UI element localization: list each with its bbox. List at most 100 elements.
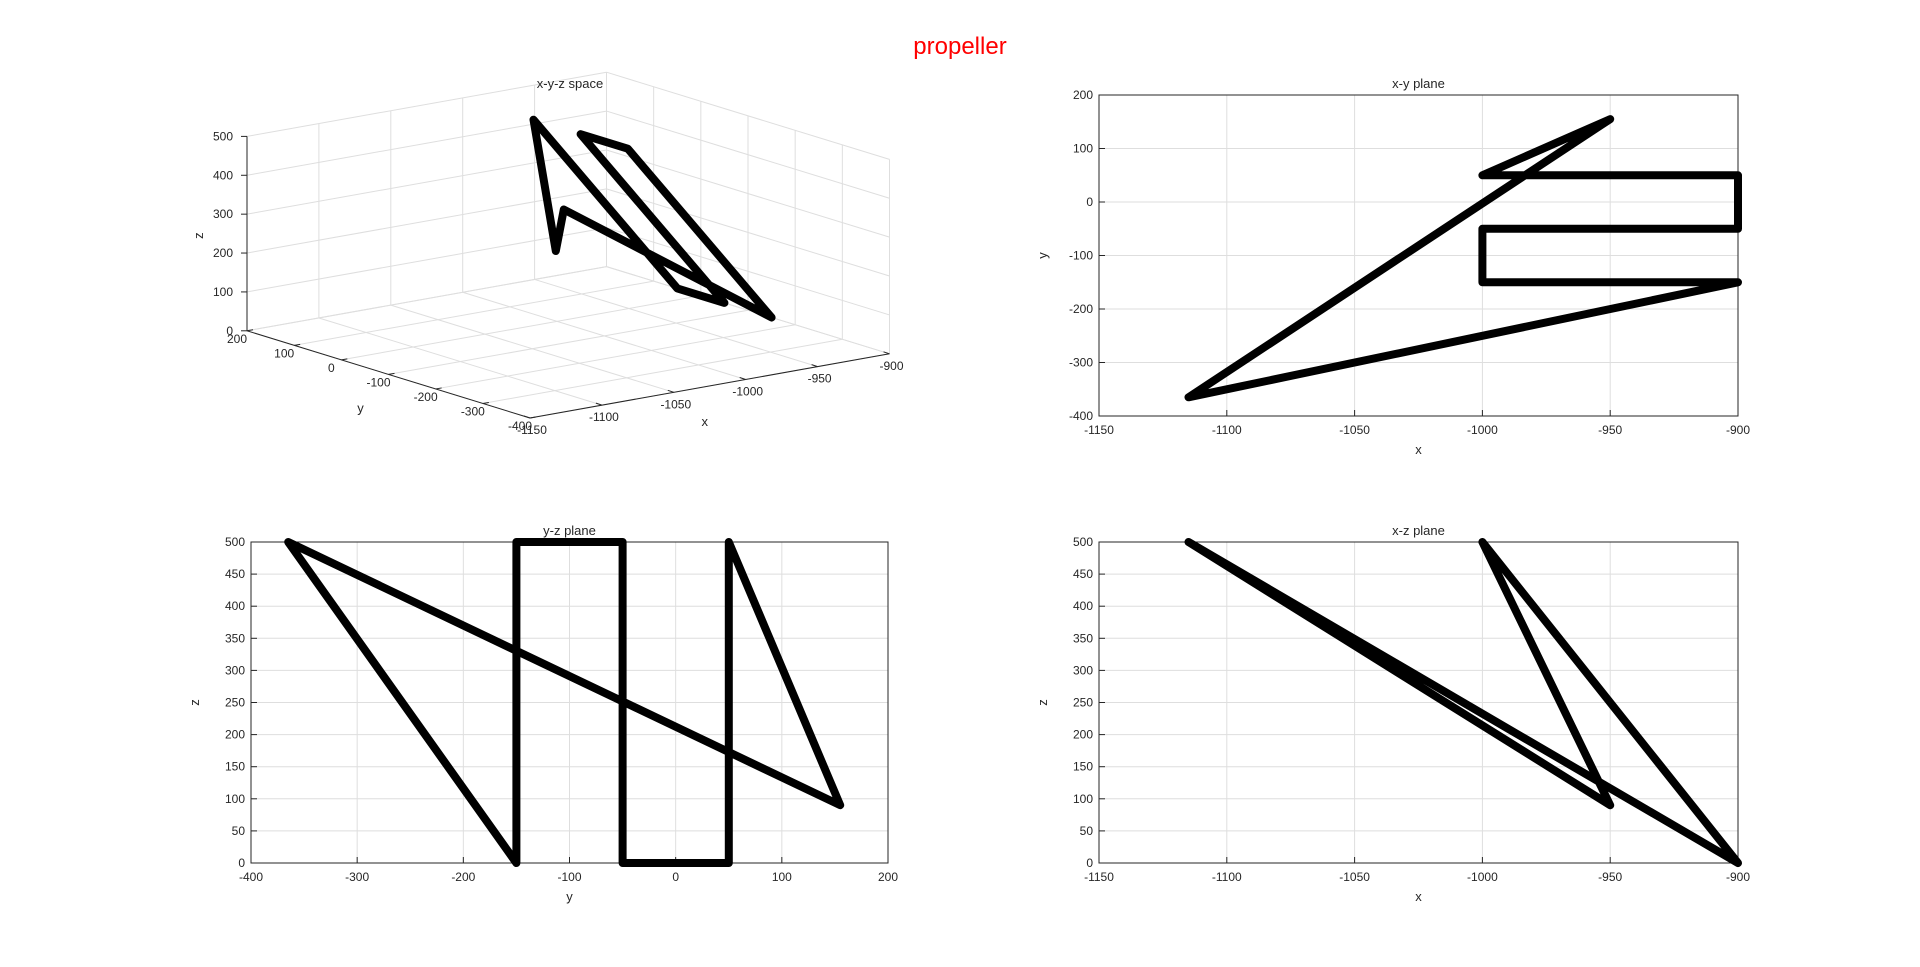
x-tick: [667, 389, 674, 393]
grid-line-z: [606, 110, 890, 199]
y-tick-label: 0: [1086, 195, 1093, 209]
x-tick-label: -950: [1598, 870, 1622, 884]
y-tick-label: 400: [225, 599, 245, 613]
x-tick-label: -1150: [1084, 870, 1114, 884]
data-series-line: [1184, 538, 1742, 867]
y-tick-label: 50: [232, 824, 246, 838]
y-tick-label: -400: [1069, 409, 1093, 423]
x-tick-label: -1100: [589, 410, 619, 424]
y-tick-label: 0: [1086, 856, 1093, 870]
y-tick-label: 100: [274, 346, 294, 360]
x-tick-label: -1100: [1212, 870, 1242, 884]
y-tick-label: 400: [1073, 599, 1093, 613]
y-tick-label: 0: [328, 361, 335, 375]
grid-line-z: [246, 110, 607, 176]
x-tick: [811, 364, 818, 368]
x-tick-label: -300: [345, 870, 369, 884]
x-tick: [883, 351, 890, 355]
x-tick: [595, 402, 603, 406]
y-tick-label: 450: [1073, 567, 1093, 581]
grid-line-z: [246, 71, 607, 137]
grid-line-z: [246, 266, 607, 332]
subplot-title: x-z plane: [1392, 523, 1445, 538]
y-tick: [294, 343, 301, 346]
x-tick-label: -100: [557, 870, 581, 884]
x-tick-label: -200: [451, 870, 475, 884]
y-tick: [529, 416, 537, 419]
grid-line-y: [388, 309, 749, 375]
grid-line-y: [482, 338, 843, 404]
x-tick-label: -900: [1726, 870, 1750, 884]
x-tick-label: 200: [878, 870, 898, 884]
x-tick-label: 100: [772, 870, 792, 884]
x-tick-label: 0: [672, 870, 679, 884]
x-tick-label: -400: [239, 870, 263, 884]
y-tick: [388, 372, 395, 375]
x-tick-label: -1000: [1467, 423, 1498, 437]
y-tick-label: 0: [238, 856, 245, 870]
y-tick-label: 100: [1073, 792, 1093, 806]
y-tick-label: 200: [225, 728, 245, 742]
y-tick-label: 250: [1073, 696, 1093, 710]
grid-line-y: [435, 324, 796, 390]
subplot-title: x-y-z space: [537, 76, 603, 91]
y-axis-label: y: [1035, 252, 1050, 259]
x-tick-label: -1050: [660, 397, 691, 411]
x-tick-label: -1100: [1212, 423, 1242, 437]
z-axis-label: z: [191, 232, 206, 239]
subplot-x-y-plane: -1150 -1100 -1050 -1000 -950 -900-400-300-200…: [1035, 76, 1750, 457]
z-tick-label: 100: [213, 285, 233, 299]
grid-line-z: [606, 266, 890, 355]
y-axis-label: z: [1035, 699, 1050, 706]
data-series-line: [1184, 115, 1742, 402]
z-tick-label: 400: [213, 168, 233, 182]
y-tick-label: -200: [1069, 302, 1093, 316]
x-tick-label: -1000: [732, 384, 763, 398]
x-tick: [739, 377, 746, 380]
y-tick-label: -300: [1069, 356, 1093, 370]
y-tick-label: 200: [1073, 88, 1093, 102]
subplot-title: x-y plane: [1392, 76, 1445, 91]
y-tick: [482, 401, 489, 404]
y-axis-label: z: [187, 699, 202, 706]
x-axis-label: y: [566, 889, 573, 904]
grid-line-y: [341, 295, 701, 361]
y-tick-label: -100: [366, 375, 390, 389]
y-axis-label: y: [357, 400, 364, 415]
grid-line-z: [606, 149, 890, 238]
x-tick-label: -1000: [1467, 870, 1498, 884]
y-tick-label: 500: [225, 535, 245, 549]
y-tick-label: -200: [414, 390, 438, 404]
x-tick-label: -900: [1726, 423, 1750, 437]
y-tick-label: 250: [225, 696, 245, 710]
data-series-line: [529, 115, 776, 322]
x-tick: [523, 415, 531, 419]
axes-box: [1098, 541, 1739, 864]
x-tick-label: -1150: [1084, 423, 1114, 437]
y-tick-label: 50: [1080, 824, 1094, 838]
z-tick-label: 0: [226, 324, 233, 338]
figure-supertitle: propeller: [913, 33, 1007, 60]
subplot-x-z-plane: -1150 -1100 -1050 -1000 -950 -900 0 50 100 150 200…: [1035, 523, 1750, 904]
y-tick-label: -400: [508, 419, 532, 433]
y-tick-label: 150: [1073, 760, 1093, 774]
y-tick-label: 200: [227, 332, 247, 346]
y-tick-label: 350: [225, 631, 245, 645]
y-tick-label: 450: [225, 567, 245, 581]
grid-line-z: [606, 188, 890, 277]
y-tick-label: 300: [225, 663, 245, 677]
x-axis-line: [529, 353, 890, 419]
y-tick-label: 100: [225, 792, 245, 806]
y-tick-label: -300: [461, 404, 485, 418]
x-tick-label: -900: [879, 359, 903, 373]
data-series-line: [284, 538, 845, 867]
x-tick-label: -1050: [1339, 870, 1370, 884]
y-tick: [435, 387, 442, 390]
x-axis-label: x: [1415, 889, 1422, 904]
y-tick-label: 500: [1073, 535, 1093, 549]
subplot-title: y-z plane: [543, 523, 596, 538]
x-axis-label: x: [702, 414, 709, 429]
y-tick-label: 100: [1073, 142, 1093, 156]
